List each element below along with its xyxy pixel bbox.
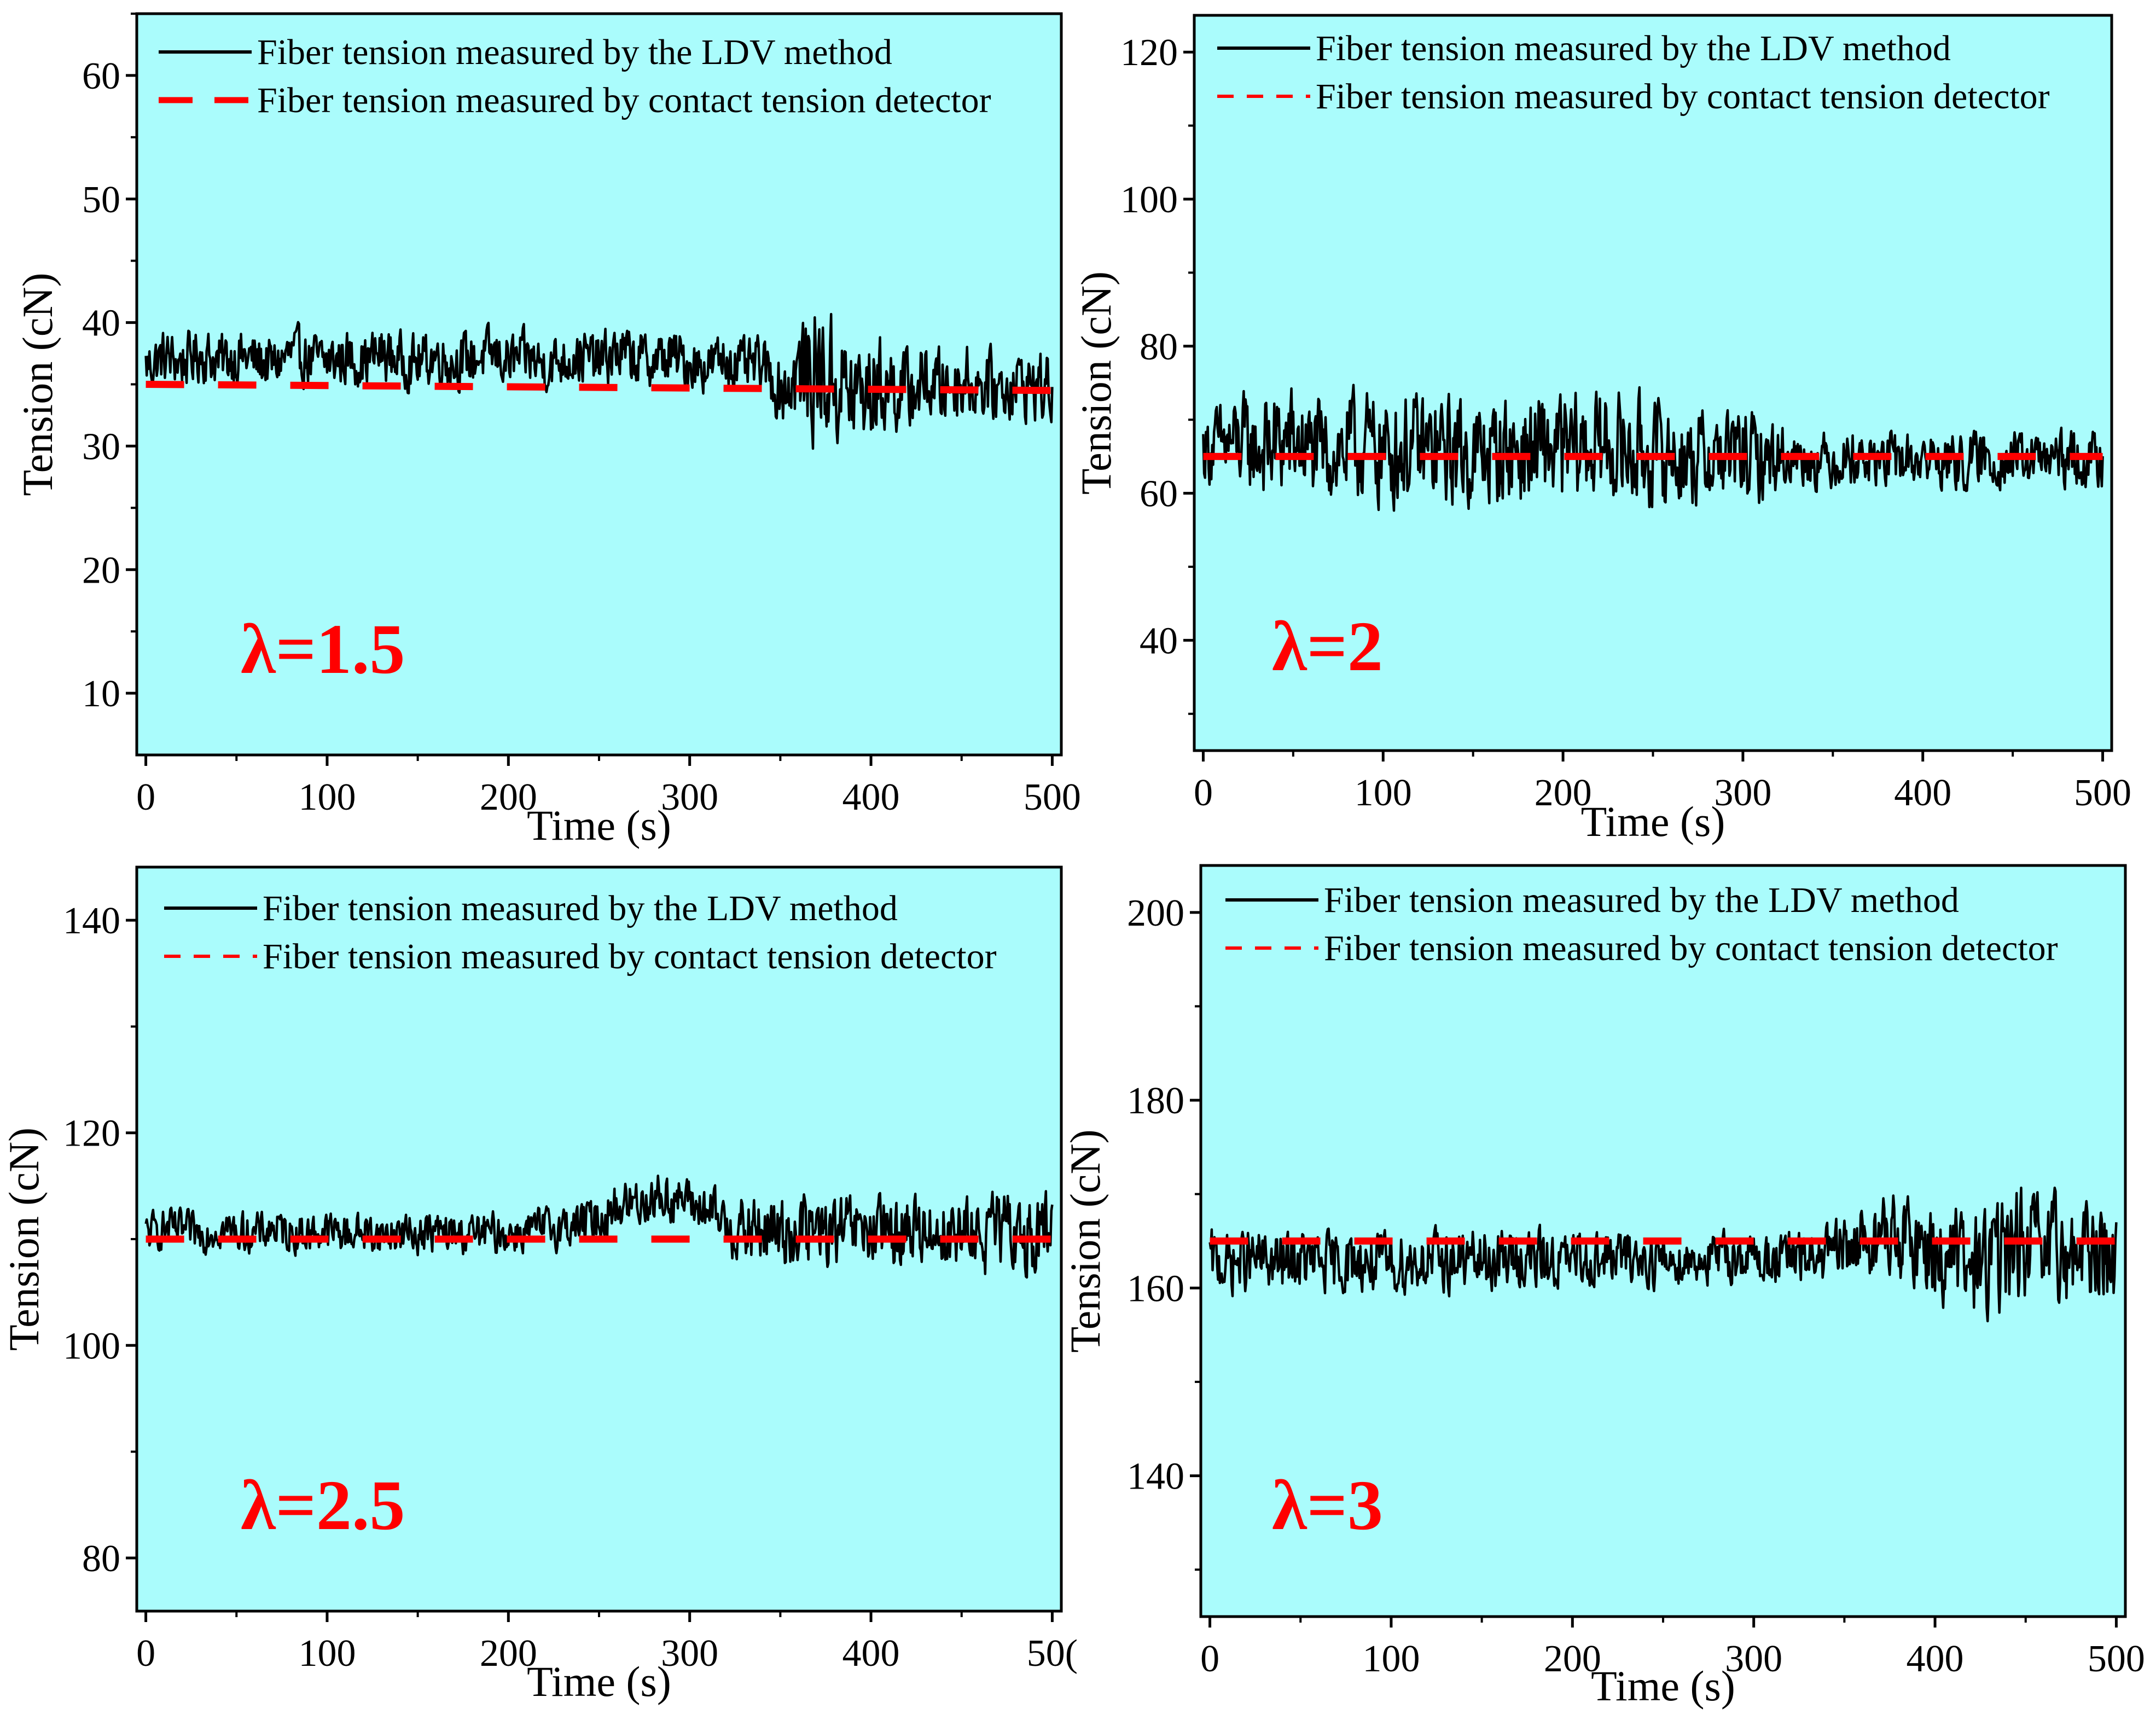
y-tick-label: 140 [1127,1456,1184,1498]
legend-label-ldv: Fiber tension measured by the LDV method [1316,28,1951,68]
x-axis-title: Time (s) [527,801,671,849]
y-axis-title: Tension (cN) [0,1128,48,1351]
panel-lambda-2: 0 100 200 300 400 500 40 60 80 100 120 Time (s) Tens… [1072,14,2131,845]
y-tick-label: 60 [82,55,120,97]
legend-label-detector: Fiber tension measured by contact tensio… [257,80,991,120]
x-tick-label: 200 [1544,1638,1601,1680]
ldv-tension-line [144,312,1054,450]
x-tick-label: 100 [298,776,356,818]
lambda-annotation: λ=2.5 [241,1466,405,1545]
legend: Fiber tension measured by the LDV method… [1225,880,2058,968]
legend-label-ldv: Fiber tension measured by the LDV method [1324,880,1959,920]
legend-label-ldv: Fiber tension measured by the LDV method [257,32,892,72]
y-axis-title: Tension (cN) [1072,271,1120,495]
x-tick-label: 50( [1027,1632,1078,1675]
y-tick-label: 80 [1140,326,1178,368]
legend: Fiber tension measured by the LDV method… [159,32,991,120]
x-tick-label: 400 [842,1632,900,1675]
x-tick-label: 100 [1362,1638,1420,1680]
y-axis-title: Tension (cN) [1061,1129,1109,1352]
y-tick-label: 160 [1127,1268,1184,1310]
plot-area [1194,15,2112,751]
lambda-annotation: λ=2 [1272,607,1383,686]
lambda-annotation: λ=3 [1272,1466,1383,1545]
x-tick-label: 0 [136,776,155,818]
x-tick-label: 300 [661,1632,718,1675]
x-tick-label: 0 [136,1632,155,1675]
x-tick-label: 0 [1194,772,1213,814]
x-tick-label: 200 [480,776,537,818]
x-tick-label: 400 [1894,772,1951,814]
y-tick-label: 120 [63,1113,120,1155]
x-tick-label: 500 [1024,776,1081,818]
y-tick-label: 100 [63,1325,120,1367]
x-axis-title: Time (s) [1591,1662,1735,1710]
y-tick-label: 120 [1120,32,1178,74]
y-tick-label: 20 [82,549,120,591]
x-tick-label: 400 [1907,1638,1964,1680]
x-axis-title: Time (s) [1581,798,1725,845]
x-axis-title: Time (s) [527,1658,671,1705]
y-tick-label: 60 [1140,473,1178,515]
detector-tension-line [146,381,1053,394]
legend-label-detector: Fiber tension measured by contact tensio… [1324,928,2058,968]
legend-label-detector: Fiber tension measured by contact tensio… [263,937,997,977]
y-tick-label: 40 [1140,620,1178,662]
y-tick-label: 40 [82,303,120,345]
x-tick-label: 300 [1725,1638,1782,1680]
x-tick-label: 300 [1714,772,1771,814]
y-tick-label: 180 [1127,1080,1184,1122]
y-axis-title: Tension (cN) [14,272,61,496]
ldv-tension-line [1202,383,2104,512]
x-tick-label: 500 [2088,1638,2145,1680]
legend-label-detector: Fiber tension measured by contact tensio… [1316,77,2050,117]
x-tick-label: 100 [1355,772,1412,814]
panel-lambda-1-5: 0 100 200 300 400 500 10 20 30 40 50 60 Time (s) Tens… [14,12,1081,849]
legend: Fiber tension measured by the LDV method… [164,888,997,977]
y-tick-label: 200 [1127,892,1184,934]
x-tick-label: 200 [480,1632,537,1675]
legend-label-ldv: Fiber tension measured by the LDV method [263,888,898,928]
x-tick-label: 400 [842,776,900,818]
x-tick-label: 500 [2074,772,2131,814]
x-tick-label: 0 [1200,1638,1219,1680]
y-tick-label: 50 [82,179,120,221]
y-tick-label: 80 [82,1538,120,1580]
legend: Fiber tension measured by the LDV method… [1217,28,2050,117]
y-tick-label: 100 [1120,179,1178,221]
x-tick-label: 300 [661,776,718,818]
panel-lambda-2-5: 0 100 200 300 400 50( 80 100 120 140 Time (s) Tensi… [0,865,1078,1705]
x-tick-label: 100 [298,1632,356,1675]
y-tick-label: 140 [63,900,120,942]
x-tick-label: 200 [1535,772,1592,814]
lambda-annotation: λ=1.5 [241,610,405,689]
y-tick-label: 10 [82,673,120,715]
y-tick-label: 30 [82,426,120,468]
